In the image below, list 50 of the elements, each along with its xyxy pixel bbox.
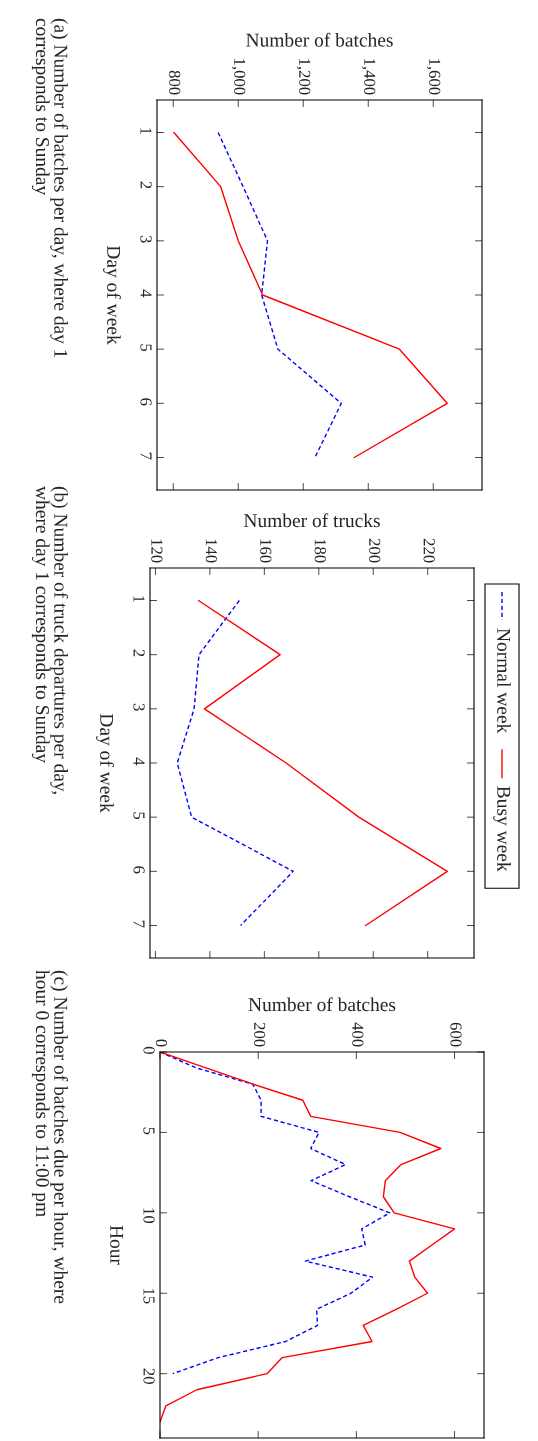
x-tick-label: 1,400 [361,59,376,95]
text: (c) Number of batches due per hour, where hour 0 corresponds to 11:00 pm [31,970,69,1304]
x-tick-label: 0 [155,1039,168,1047]
y-tick-label: 7 [133,920,145,928]
y-tick-label: 5 [133,812,145,820]
y-axis-title: Day of week [103,245,121,345]
x-tick-label: 220 [423,538,435,563]
y-tick-label: 20 [143,1368,155,1384]
y-tick-label: 15 [143,1288,155,1304]
y-tick-label: 4 [140,289,152,298]
x-tick-label: 200 [254,1022,266,1047]
text: (a) Number of batches per day, where day 1 corresponds to Sunday [31,18,69,358]
x-tick-label: 180 [314,539,326,563]
y-tick-label: 5 [143,1127,155,1135]
x-tick-label: 200 [369,538,381,563]
line-series [160,1052,456,1423]
legend-label: Busy week [493,786,511,872]
line-series [217,131,342,459]
y-tick-label: 3 [140,235,152,243]
y-tick-label: 6 [133,866,145,874]
x-tick-label: 1,200 [296,59,311,95]
x-tick-label: 400 [352,1022,364,1047]
y-tick-label: 4 [133,757,145,766]
y-tick-label: 6 [140,398,152,406]
line-series [197,599,449,927]
x-tick-label: 160 [260,539,272,563]
x-axis-title: Number of trucks [243,513,380,528]
line-series [173,131,448,459]
x-axis-title: Number of batches [246,32,393,47]
x-tick-label: 800 [169,70,181,95]
x-tick-label: 120 [151,539,163,563]
x-tick-label: 1,000 [231,59,246,95]
legend-label: Normal week [497,628,511,734]
x-tick-label: 140 [205,539,217,563]
y-axis-title: Day of week [96,713,114,813]
y-tick-label: 10 [143,1208,155,1224]
y-tick-label: 2 [133,649,145,657]
y-tick-label: 1 [133,596,145,603]
y-tick-label: 0 [143,1046,155,1054]
y-tick-label: 2 [140,181,152,189]
x-axis-title: Number of batches [248,997,396,1012]
line-series [176,599,294,927]
y-tick-label: 7 [140,452,152,460]
x-tick-label: 600 [450,1022,462,1047]
y-tick-label: 3 [133,703,145,711]
y-tick-label: 1 [140,128,152,135]
y-tick-label: 5 [140,344,152,352]
y-axis-title: Hour [110,1225,124,1265]
x-tick-label: 1,600 [426,59,441,95]
text: (b) Number of truck departures per day, where day 1 corresponds to Sunday [31,486,69,794]
